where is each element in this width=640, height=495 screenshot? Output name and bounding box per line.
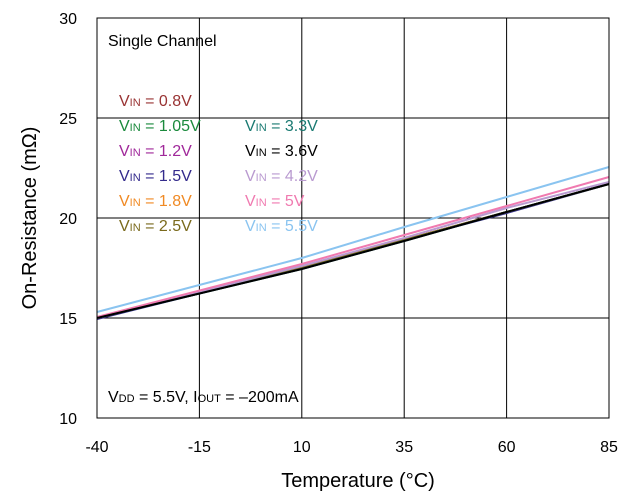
single-channel-annotation: Single Channel <box>108 33 217 50</box>
annotation-text: = 5.5V, I <box>135 389 198 406</box>
x-tick-label: 85 <box>600 439 618 456</box>
x-tick-label: 10 <box>293 439 311 456</box>
y-tick-label: 20 <box>59 211 77 228</box>
x-tick-label: -15 <box>188 439 211 456</box>
legend-entry: VIN = 3.3V <box>245 118 318 135</box>
legend-entry: VIN = 1.2V <box>119 143 192 160</box>
x-tick-label: 35 <box>395 439 413 456</box>
test-conditions-annotation: VDD = 5.5V, IOUT = –200mA <box>108 389 299 406</box>
series-line <box>96 183 610 319</box>
legend-entry: VIN = 1.05V <box>119 118 201 135</box>
annotation-text: = –200mA <box>221 389 299 406</box>
x-axis-label: Temperature (°C) <box>281 470 435 492</box>
series-line <box>96 181 610 319</box>
legend-entry: VIN = 4.2V <box>245 168 318 185</box>
y-tick-labels: 10 15 20 25 30 <box>59 11 77 428</box>
x-tick-label: 60 <box>498 439 516 456</box>
y-tick-label: 15 <box>59 311 77 328</box>
annotation-subscript: OUT <box>198 393 222 405</box>
y-tick-label: 10 <box>59 411 77 428</box>
series-line <box>96 166 610 313</box>
legend-entry: VIN = 1.8V <box>119 193 192 210</box>
y-tick-label: 25 <box>59 111 77 128</box>
legend-entry: VIN = 5V <box>245 193 305 210</box>
legend-entry: VIN = 0.8V <box>119 93 192 110</box>
legend-entry: VIN = 1.5V <box>119 168 192 185</box>
y-axis-label: On-Resistance (mΩ) <box>19 127 41 310</box>
series-lines <box>96 166 610 320</box>
series-line <box>96 176 610 318</box>
plot-frame <box>96 17 610 419</box>
x-tick-labels: -40 -15 10 35 60 85 <box>85 439 618 456</box>
y-tick-label: 30 <box>59 11 77 28</box>
legend: VIN = 0.8V VIN = 1.05V VIN = 1.2V VIN = 1.5… <box>119 93 318 235</box>
legend-entry: VIN = 2.5V <box>119 218 192 235</box>
legend-entry: VIN = 3.6V <box>245 143 318 160</box>
x-tick-label: -40 <box>85 439 108 456</box>
annotation-subscript: DD <box>119 393 135 405</box>
legend-entry: VIN = 5.5V <box>245 218 318 235</box>
annotation-text: V <box>108 389 119 406</box>
